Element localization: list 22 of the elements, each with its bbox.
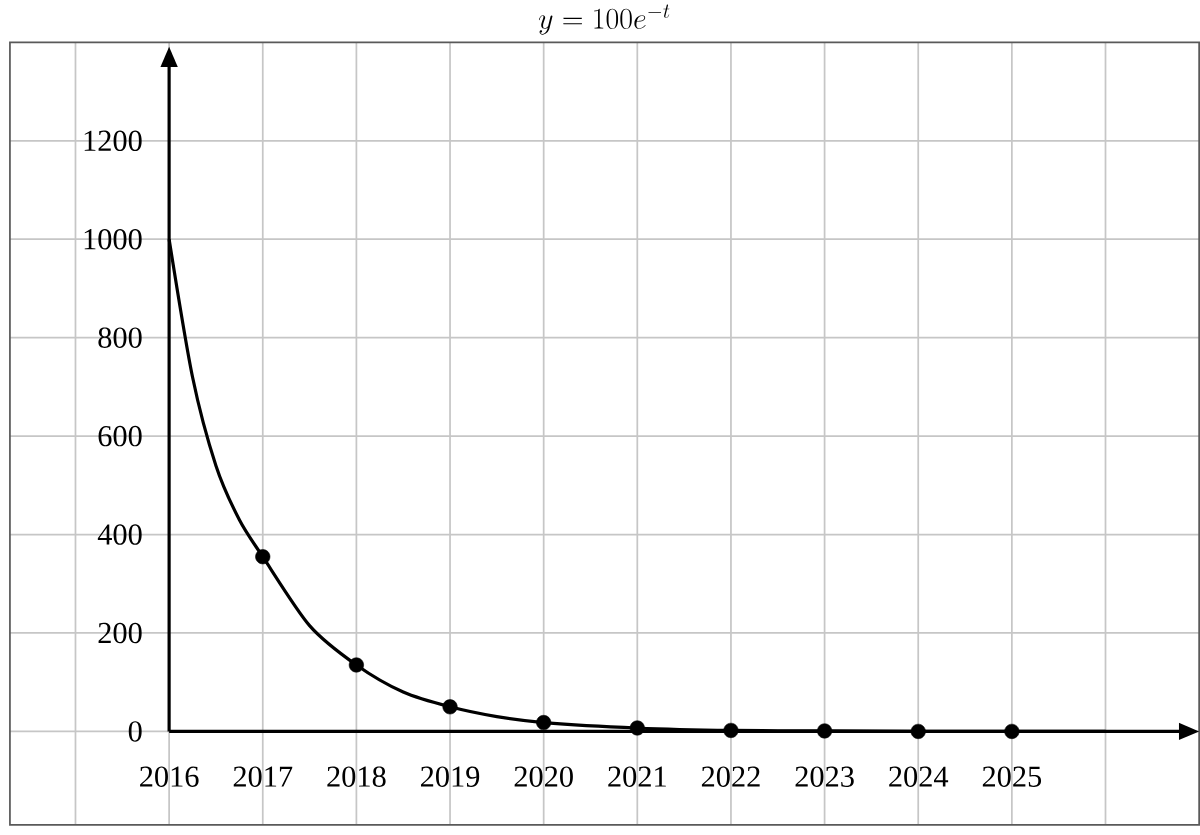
y-tick-label: 200: [98, 622, 142, 644]
x-tick-label: 2021: [608, 766, 666, 787]
y-tick-label: 1000: [84, 229, 142, 250]
x-tick-label: 2018: [327, 766, 386, 787]
y-tick-label: 400: [97, 524, 142, 545]
y-tick-label: 1200: [84, 130, 142, 152]
x-tick-label: 2023: [795, 766, 854, 787]
x-tick-label: 2020: [514, 766, 573, 787]
x-tick-label: 2025: [982, 766, 1042, 787]
x-tick-label: 2019: [421, 766, 480, 787]
x-tick-label: 2017: [233, 766, 293, 787]
x-tick-label: 2024: [889, 766, 949, 787]
x-tick-label: 2022: [701, 766, 760, 787]
point: [536, 715, 552, 731]
y-tick-label: 800: [98, 327, 142, 348]
y-tick-label: 600: [98, 425, 142, 447]
point: [442, 699, 458, 715]
x-tick-label: 2016: [140, 766, 199, 787]
point: [348, 657, 364, 673]
point: [255, 549, 271, 565]
y-tick-label: 0: [128, 721, 142, 742]
chart-title: $y = 100e^{-t}$: [538, 4, 670, 35]
